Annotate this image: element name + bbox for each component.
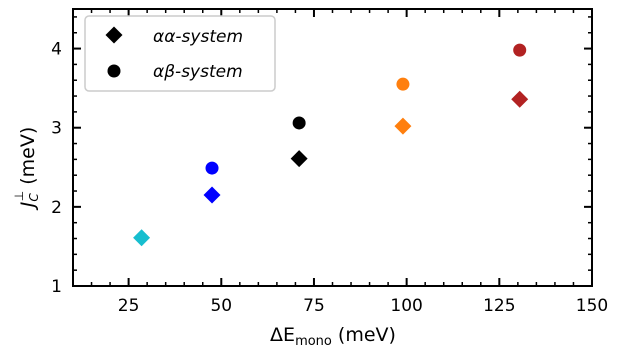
data-markers [133, 43, 529, 247]
x-tick-label: 50 [210, 296, 232, 316]
diamond-marker [394, 117, 412, 135]
circle-marker [513, 43, 527, 57]
diamond-marker [290, 150, 308, 168]
x-tick-labels: 25 50 75 100 125 150 [118, 296, 608, 316]
legend: αα-system αβ-system [84, 15, 276, 92]
legend-marker-circle [107, 64, 121, 78]
diamond-marker [511, 90, 529, 108]
circle-marker [396, 77, 410, 91]
x-tick-label: 150 [576, 296, 608, 316]
x-tick-label: 100 [390, 296, 422, 316]
x-tick-label: 125 [483, 296, 515, 316]
x-tick-label: 75 [303, 296, 325, 316]
x-axis-title: ΔEmono (meV) [270, 324, 396, 346]
y-tick-label: 4 [51, 40, 62, 60]
plot-frame [72, 8, 593, 287]
legend-marker-diamond [105, 26, 123, 44]
circle-marker [292, 116, 306, 130]
circle-marker [205, 161, 219, 175]
y-axis-title: JC⊥ (meV) [12, 127, 41, 212]
diamond-marker [133, 229, 151, 247]
legend-box [84, 15, 276, 92]
y-tick-label: 2 [51, 198, 62, 218]
diamond-marker [203, 186, 221, 204]
y-tick-label: 3 [51, 119, 62, 139]
y-tick-labels: 1 2 3 4 [51, 40, 62, 297]
legend-label-alpha-alpha: αα-system [153, 27, 243, 47]
x-tick-label: 25 [118, 296, 140, 316]
legend-label-alpha-beta: αβ-system [153, 62, 243, 82]
y-tick-label: 1 [51, 277, 62, 297]
